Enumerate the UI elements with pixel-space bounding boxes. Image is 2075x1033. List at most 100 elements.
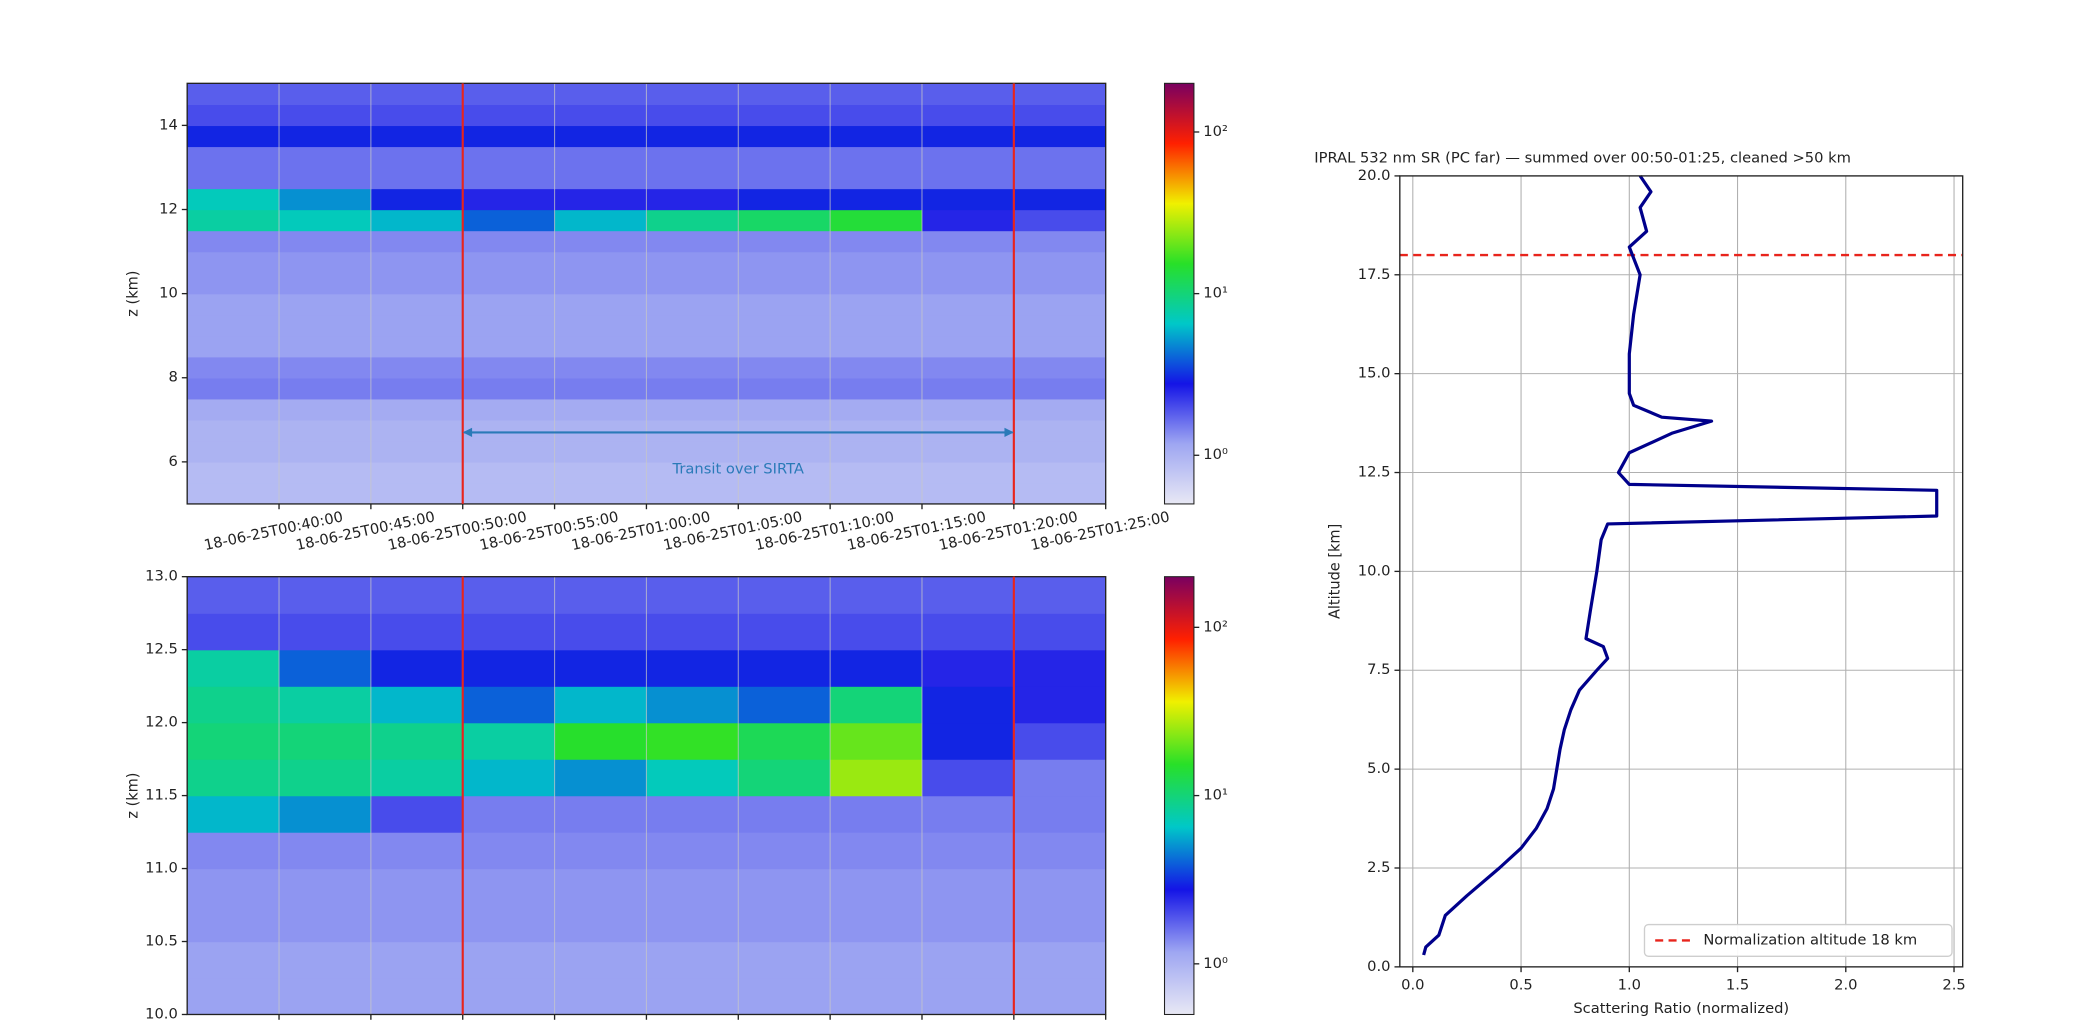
heatmap-cell	[187, 832, 280, 870]
heatmap-cell	[554, 905, 648, 943]
heatmap-cell	[187, 759, 280, 797]
heatmap-cell	[830, 125, 923, 148]
heatmap-cell	[1013, 795, 1106, 833]
y-tick-label: 15.0	[1358, 365, 1391, 382]
heatmap-cell	[1013, 941, 1106, 979]
heatmap-cell	[830, 146, 923, 169]
heatmap-cell	[646, 251, 739, 274]
heatmap-cell	[554, 125, 648, 148]
heatmap-cell	[187, 356, 280, 379]
heatmap-cell	[646, 795, 739, 833]
heatmap-cell	[554, 941, 648, 979]
heatmap-cell	[646, 83, 739, 106]
heatmap-cell	[187, 335, 280, 358]
heatmap-cell	[921, 419, 1015, 442]
y-tick-label: 17.5	[1358, 266, 1391, 283]
heatmap-cell	[554, 722, 648, 760]
heatmap-cell	[1013, 868, 1106, 906]
heatmap-cell	[279, 941, 372, 979]
heatmap-cell	[1013, 314, 1106, 337]
heatmap-cell	[1013, 419, 1106, 442]
heatmap-cell	[738, 759, 831, 797]
heatmap-cell	[370, 272, 464, 295]
y-tick-label: 13.0	[145, 568, 178, 585]
heatmap-cell	[738, 795, 831, 833]
heatmap-cell	[1013, 832, 1106, 870]
heatmap-cell	[830, 576, 923, 614]
heatmap-cell	[187, 209, 280, 232]
heatmap-cell	[187, 125, 280, 148]
heatmap-cell	[279, 905, 372, 943]
heatmap-cell	[738, 83, 831, 106]
heatmap-cell	[462, 905, 556, 943]
heatmap-cell	[1013, 146, 1106, 169]
heatmap-cell	[187, 188, 280, 211]
heatmap-cell	[921, 832, 1015, 870]
heatmap-cell	[187, 272, 280, 295]
heatmap-cell	[370, 335, 464, 358]
heatmap-cell	[830, 104, 923, 127]
heatmap-cell	[921, 146, 1015, 169]
heatmap-cell	[738, 419, 831, 442]
y-tick-label: 10.0	[1358, 562, 1391, 579]
heatmap-cell	[738, 461, 831, 484]
heatmap-cell	[1013, 905, 1106, 943]
heatmap-cell	[554, 272, 648, 295]
heatmap-cell	[1013, 759, 1106, 797]
heatmap-cell	[279, 209, 372, 232]
heatmap-cell	[370, 576, 464, 614]
heatmap-cell	[187, 230, 280, 253]
heatmap-cell	[921, 440, 1015, 463]
heatmap-cell	[921, 335, 1015, 358]
heatmap-cell	[738, 905, 831, 943]
heatmap-cell	[830, 649, 923, 687]
heatmap-cell	[554, 251, 648, 274]
x-tick-label: 1.5	[1726, 976, 1749, 993]
heatmap-cell	[279, 686, 372, 724]
heatmap-cell	[554, 83, 648, 106]
heatmap-cell	[462, 977, 556, 1015]
heatmap-cell	[738, 482, 831, 504]
heatmap-cell	[370, 398, 464, 421]
heatmap-cell	[462, 419, 556, 442]
heatmap-cell	[1013, 649, 1106, 687]
heatmap-cell	[279, 576, 372, 614]
heatmap-cell	[554, 977, 648, 1015]
heatmap-cell	[830, 209, 923, 232]
heatmap-cell	[921, 795, 1015, 833]
heatmap-cell	[370, 356, 464, 379]
heatmap-cell	[1013, 576, 1106, 614]
heatmap-cell	[921, 613, 1015, 651]
heatmap-cell	[187, 795, 280, 833]
heatmap-cell	[279, 377, 372, 400]
heatmap-cell	[370, 230, 464, 253]
heatmap-cell	[646, 314, 739, 337]
heatmap-cell	[462, 83, 556, 106]
heatmap-cell	[462, 188, 556, 211]
plot-frame	[186, 82, 1107, 505]
heatmap-cell	[830, 188, 923, 211]
heatmap-cell	[921, 356, 1015, 379]
heatmap-cell	[554, 188, 648, 211]
heatmap-cells	[187, 83, 1106, 504]
heatmap-cell	[554, 419, 648, 442]
plot-frame	[1399, 175, 1964, 968]
y-tick-label: 8	[168, 369, 177, 386]
heatmap-cell	[554, 398, 648, 421]
heatmap-cell	[646, 146, 739, 169]
heatmap-cell	[279, 335, 372, 358]
heatmap-cell	[462, 686, 556, 724]
heatmap-cell	[462, 293, 556, 316]
heatmap-cell	[370, 251, 464, 274]
heatmap-cell	[830, 759, 923, 797]
heatmap-cell	[462, 461, 556, 484]
heatmap-cell	[646, 125, 739, 148]
heatmap-cell	[370, 104, 464, 127]
heatmap-cell	[646, 104, 739, 127]
heatmap-cell	[1013, 272, 1106, 295]
heatmap-cell	[187, 482, 280, 504]
heatmap-cell	[830, 230, 923, 253]
heatmap-cell	[921, 977, 1015, 1015]
heatmap-cell	[830, 832, 923, 870]
